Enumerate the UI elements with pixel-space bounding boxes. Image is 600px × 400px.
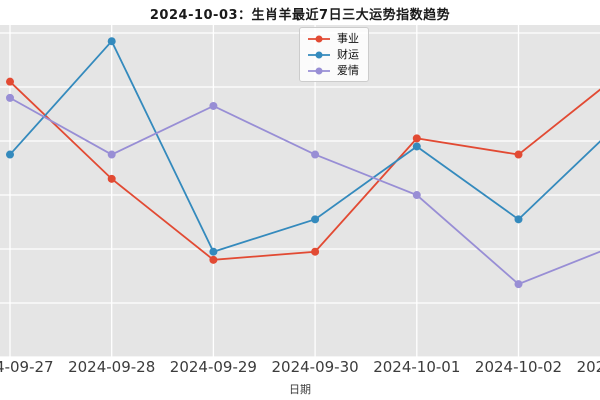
data-point-marker bbox=[6, 93, 14, 102]
x-tick-label: 2024-09-27 bbox=[0, 358, 54, 376]
data-point-marker bbox=[209, 101, 218, 110]
data-point-marker bbox=[514, 280, 523, 289]
legend-item: 财运 bbox=[307, 48, 359, 61]
data-point-marker bbox=[209, 255, 218, 264]
x-tick-label: 2024-10-01 bbox=[373, 358, 461, 376]
data-point-marker bbox=[412, 191, 421, 200]
chart-title: 2024-10-03：生肖羊最近7日三大运势指数趋势 bbox=[149, 8, 451, 23]
data-point-marker bbox=[311, 150, 320, 159]
legend-line-marker-icon bbox=[308, 67, 330, 74]
legend-item: 事业 bbox=[307, 32, 359, 45]
legend-line-marker-icon bbox=[308, 51, 330, 58]
legend-item: 爱情 bbox=[307, 64, 359, 77]
data-point-marker bbox=[107, 37, 116, 46]
x-tick-label: 2024-09-28 bbox=[68, 358, 156, 376]
data-point-marker bbox=[209, 247, 218, 256]
data-point-marker bbox=[6, 77, 14, 86]
data-point-marker bbox=[107, 150, 116, 159]
x-tick-label: 2024-10-03 bbox=[576, 358, 600, 376]
x-tick-label: 2024-10-02 bbox=[474, 358, 563, 376]
legend-label: 事业 bbox=[337, 32, 359, 45]
data-point-marker bbox=[6, 150, 14, 159]
data-point-marker bbox=[412, 142, 421, 151]
data-point-marker bbox=[514, 150, 523, 159]
data-point-marker bbox=[514, 215, 523, 224]
data-point-marker bbox=[311, 215, 320, 224]
legend-label: 财运 bbox=[337, 48, 359, 61]
chart-legend: 事业 财运 爱情 bbox=[299, 27, 369, 82]
data-point-marker bbox=[311, 247, 320, 256]
legend-label: 爱情 bbox=[337, 64, 359, 77]
legend-line-marker-icon bbox=[308, 35, 330, 42]
x-tick-label: 2024-09-29 bbox=[169, 358, 257, 376]
x-tick-label: 2024-09-30 bbox=[271, 358, 359, 376]
x-axis-label: 日期 bbox=[289, 383, 311, 396]
x-axis-ticks: 2024-09-27 2024-09-28 2024-09-29 2024-09-30… bbox=[0, 358, 600, 378]
data-point-marker bbox=[412, 134, 421, 143]
data-point-marker bbox=[107, 174, 116, 183]
